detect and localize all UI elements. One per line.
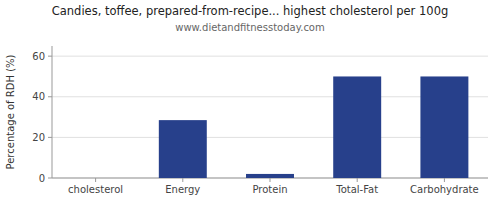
x-tick-label: Total-Fat <box>335 184 378 195</box>
grid <box>52 56 488 178</box>
x-tick <box>95 178 96 182</box>
y-tick <box>48 178 52 179</box>
x-tick-label: Carbohydrate <box>410 184 479 195</box>
x-tick <box>357 178 358 182</box>
bars <box>159 76 469 178</box>
bar <box>159 120 207 178</box>
x-tick-label: Protein <box>252 184 287 195</box>
y-tick-label: 0 <box>39 173 45 184</box>
x-tick-label: cholesterol <box>68 184 123 195</box>
y-axis-line <box>52 46 53 178</box>
chart: Candies, toffee, prepared-from-recipe...… <box>0 0 500 200</box>
y-axis-label: Percentage of RDH (%) <box>5 54 16 169</box>
chart-container: Candies, toffee, prepared-from-recipe...… <box>0 0 500 200</box>
bar <box>72 178 120 179</box>
x-tick <box>270 178 271 182</box>
x-tick <box>182 178 183 182</box>
bar <box>333 76 381 178</box>
y-tick <box>48 56 52 57</box>
y-tick-label: 20 <box>32 132 45 143</box>
y-tick <box>48 96 52 97</box>
subtitle: www.dietandfitnesstoday.com <box>175 22 324 33</box>
grid-line <box>52 56 488 57</box>
page: {"chart_data": {"type": "bar", "title": … <box>0 0 500 200</box>
y-tick <box>48 137 52 138</box>
y-tick-label: 60 <box>32 51 45 62</box>
y-tick-label: 40 <box>32 91 45 102</box>
x-tick-label: Energy <box>165 184 200 195</box>
bar <box>246 174 294 178</box>
axes: 0 20 40 60 cholesterol Energy Protein Total-Fat… <box>32 46 488 195</box>
bar <box>420 76 468 178</box>
title: Candies, toffee, prepared-from-recipe...… <box>52 4 449 18</box>
x-tick <box>444 178 445 182</box>
